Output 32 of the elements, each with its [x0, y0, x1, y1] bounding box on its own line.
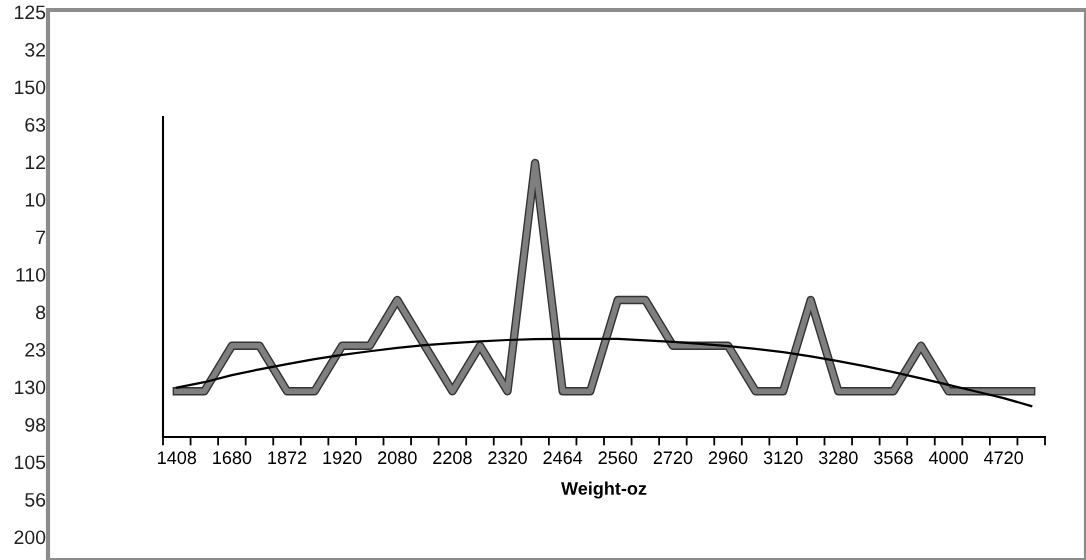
text: 8	[36, 305, 46, 320]
x-tick-label: 1408	[158, 451, 197, 465]
text: 125	[15, 5, 46, 20]
text: 12	[25, 155, 46, 170]
text: 63	[25, 117, 46, 132]
text: 150	[15, 80, 46, 95]
x-tick-label: 3280	[818, 451, 858, 465]
x-tick-label: 1872	[268, 451, 307, 465]
text: 32	[25, 42, 46, 57]
text: 110	[16, 267, 46, 282]
text: 98	[25, 417, 46, 432]
x-tick-label: 2720	[653, 451, 693, 465]
x-tick-label: 4000	[928, 451, 968, 465]
x-tick-label: 3120	[763, 451, 803, 465]
x-tick-label: 2560	[598, 451, 638, 465]
text: 56	[25, 492, 46, 507]
text: 200	[14, 530, 46, 545]
text: 10	[25, 192, 46, 207]
x-axis-title: Weight-oz	[561, 481, 647, 499]
x-tick-label: 2080	[378, 451, 417, 465]
x-tick-label: 1680	[213, 451, 252, 465]
text: 23	[25, 342, 46, 357]
x-tick-label: 4720	[983, 451, 1024, 465]
x-tick-label: 2208	[433, 451, 472, 465]
text: 7	[36, 230, 46, 245]
x-tick-label: 2960	[708, 451, 748, 465]
x-tick-label: 2464	[543, 451, 583, 465]
text: 105	[15, 455, 46, 470]
x-tick-label: 1920	[323, 451, 362, 465]
x-tick-label: 3568	[874, 451, 913, 465]
text: 130	[15, 380, 46, 395]
x-tick-label: 2320	[488, 451, 527, 465]
